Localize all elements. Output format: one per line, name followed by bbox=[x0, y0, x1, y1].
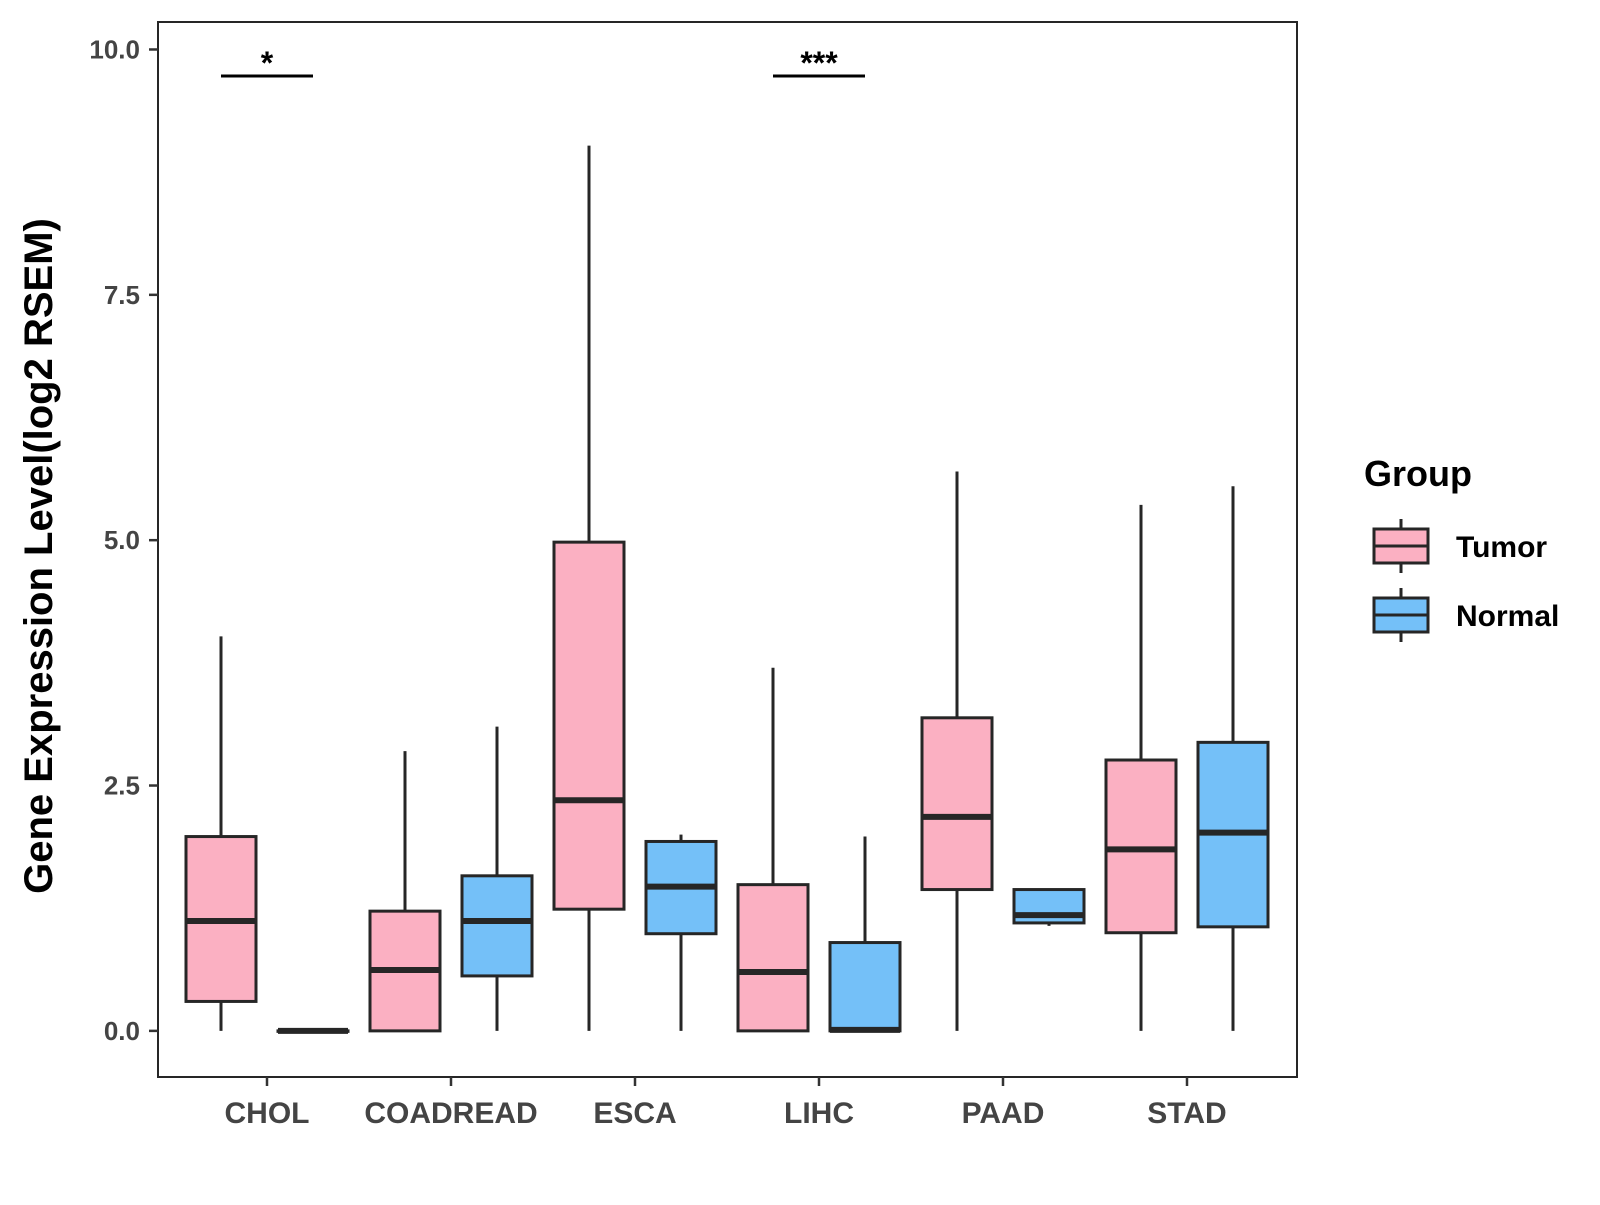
x-tick-label: COADREAD bbox=[364, 1097, 537, 1130]
legend-label: Tumor bbox=[1456, 531, 1547, 564]
y-tick-label: 7.5 bbox=[104, 280, 140, 310]
x-tick-label: CHOL bbox=[225, 1097, 310, 1130]
box-body bbox=[552, 540, 626, 911]
legend-entry-normal: Normal bbox=[1372, 588, 1559, 642]
box-tumor-esca bbox=[552, 145, 626, 1031]
x-tick-label: STAD bbox=[1147, 1097, 1226, 1130]
significance-label: *** bbox=[800, 45, 838, 81]
y-axis-title: Gene Expression Level(log2 RSEM) bbox=[17, 218, 61, 894]
box-body bbox=[828, 941, 902, 1033]
x-tick-label: ESCA bbox=[593, 1097, 676, 1130]
legend: Group Tumor Normal bbox=[1364, 453, 1559, 642]
box-normal-esca bbox=[644, 834, 718, 1031]
plot-area: 0.0 2.5 5.0 7.5 10.0 CHOL COADREAD ESCA LIHC PAAD… bbox=[89, 21, 1298, 1130]
y-tick-label: 5.0 bbox=[104, 525, 140, 555]
x-tick-label: LIHC bbox=[784, 1097, 854, 1130]
significance-label: * bbox=[261, 45, 274, 81]
plot-panel-border bbox=[157, 21, 1298, 1078]
y-tick-label: 10.0 bbox=[89, 34, 140, 64]
y-tick-label: 0.0 bbox=[104, 1016, 140, 1046]
legend-label: Normal bbox=[1456, 600, 1559, 633]
legend-entry-tumor: Tumor bbox=[1372, 519, 1547, 573]
box-tumor-coadread bbox=[368, 751, 442, 1033]
box-tumor-stad bbox=[1104, 504, 1178, 1031]
box-tumor-lihc bbox=[736, 667, 810, 1033]
box-normal-stad bbox=[1196, 486, 1270, 1031]
legend-title: Group bbox=[1364, 453, 1472, 494]
box-normal-lihc bbox=[828, 836, 902, 1033]
box-tumor-chol bbox=[184, 636, 258, 1031]
box-tumor-paad bbox=[920, 471, 994, 1031]
box-body bbox=[736, 883, 810, 1033]
box-body bbox=[920, 716, 994, 892]
x-tick-label: PAAD bbox=[962, 1097, 1045, 1130]
box-normal-paad bbox=[1012, 888, 1086, 926]
box-body bbox=[460, 874, 534, 978]
y-tick-label: 2.5 bbox=[104, 771, 140, 801]
box-normal-chol bbox=[276, 1027, 350, 1034]
box-normal-coadread bbox=[460, 726, 534, 1031]
